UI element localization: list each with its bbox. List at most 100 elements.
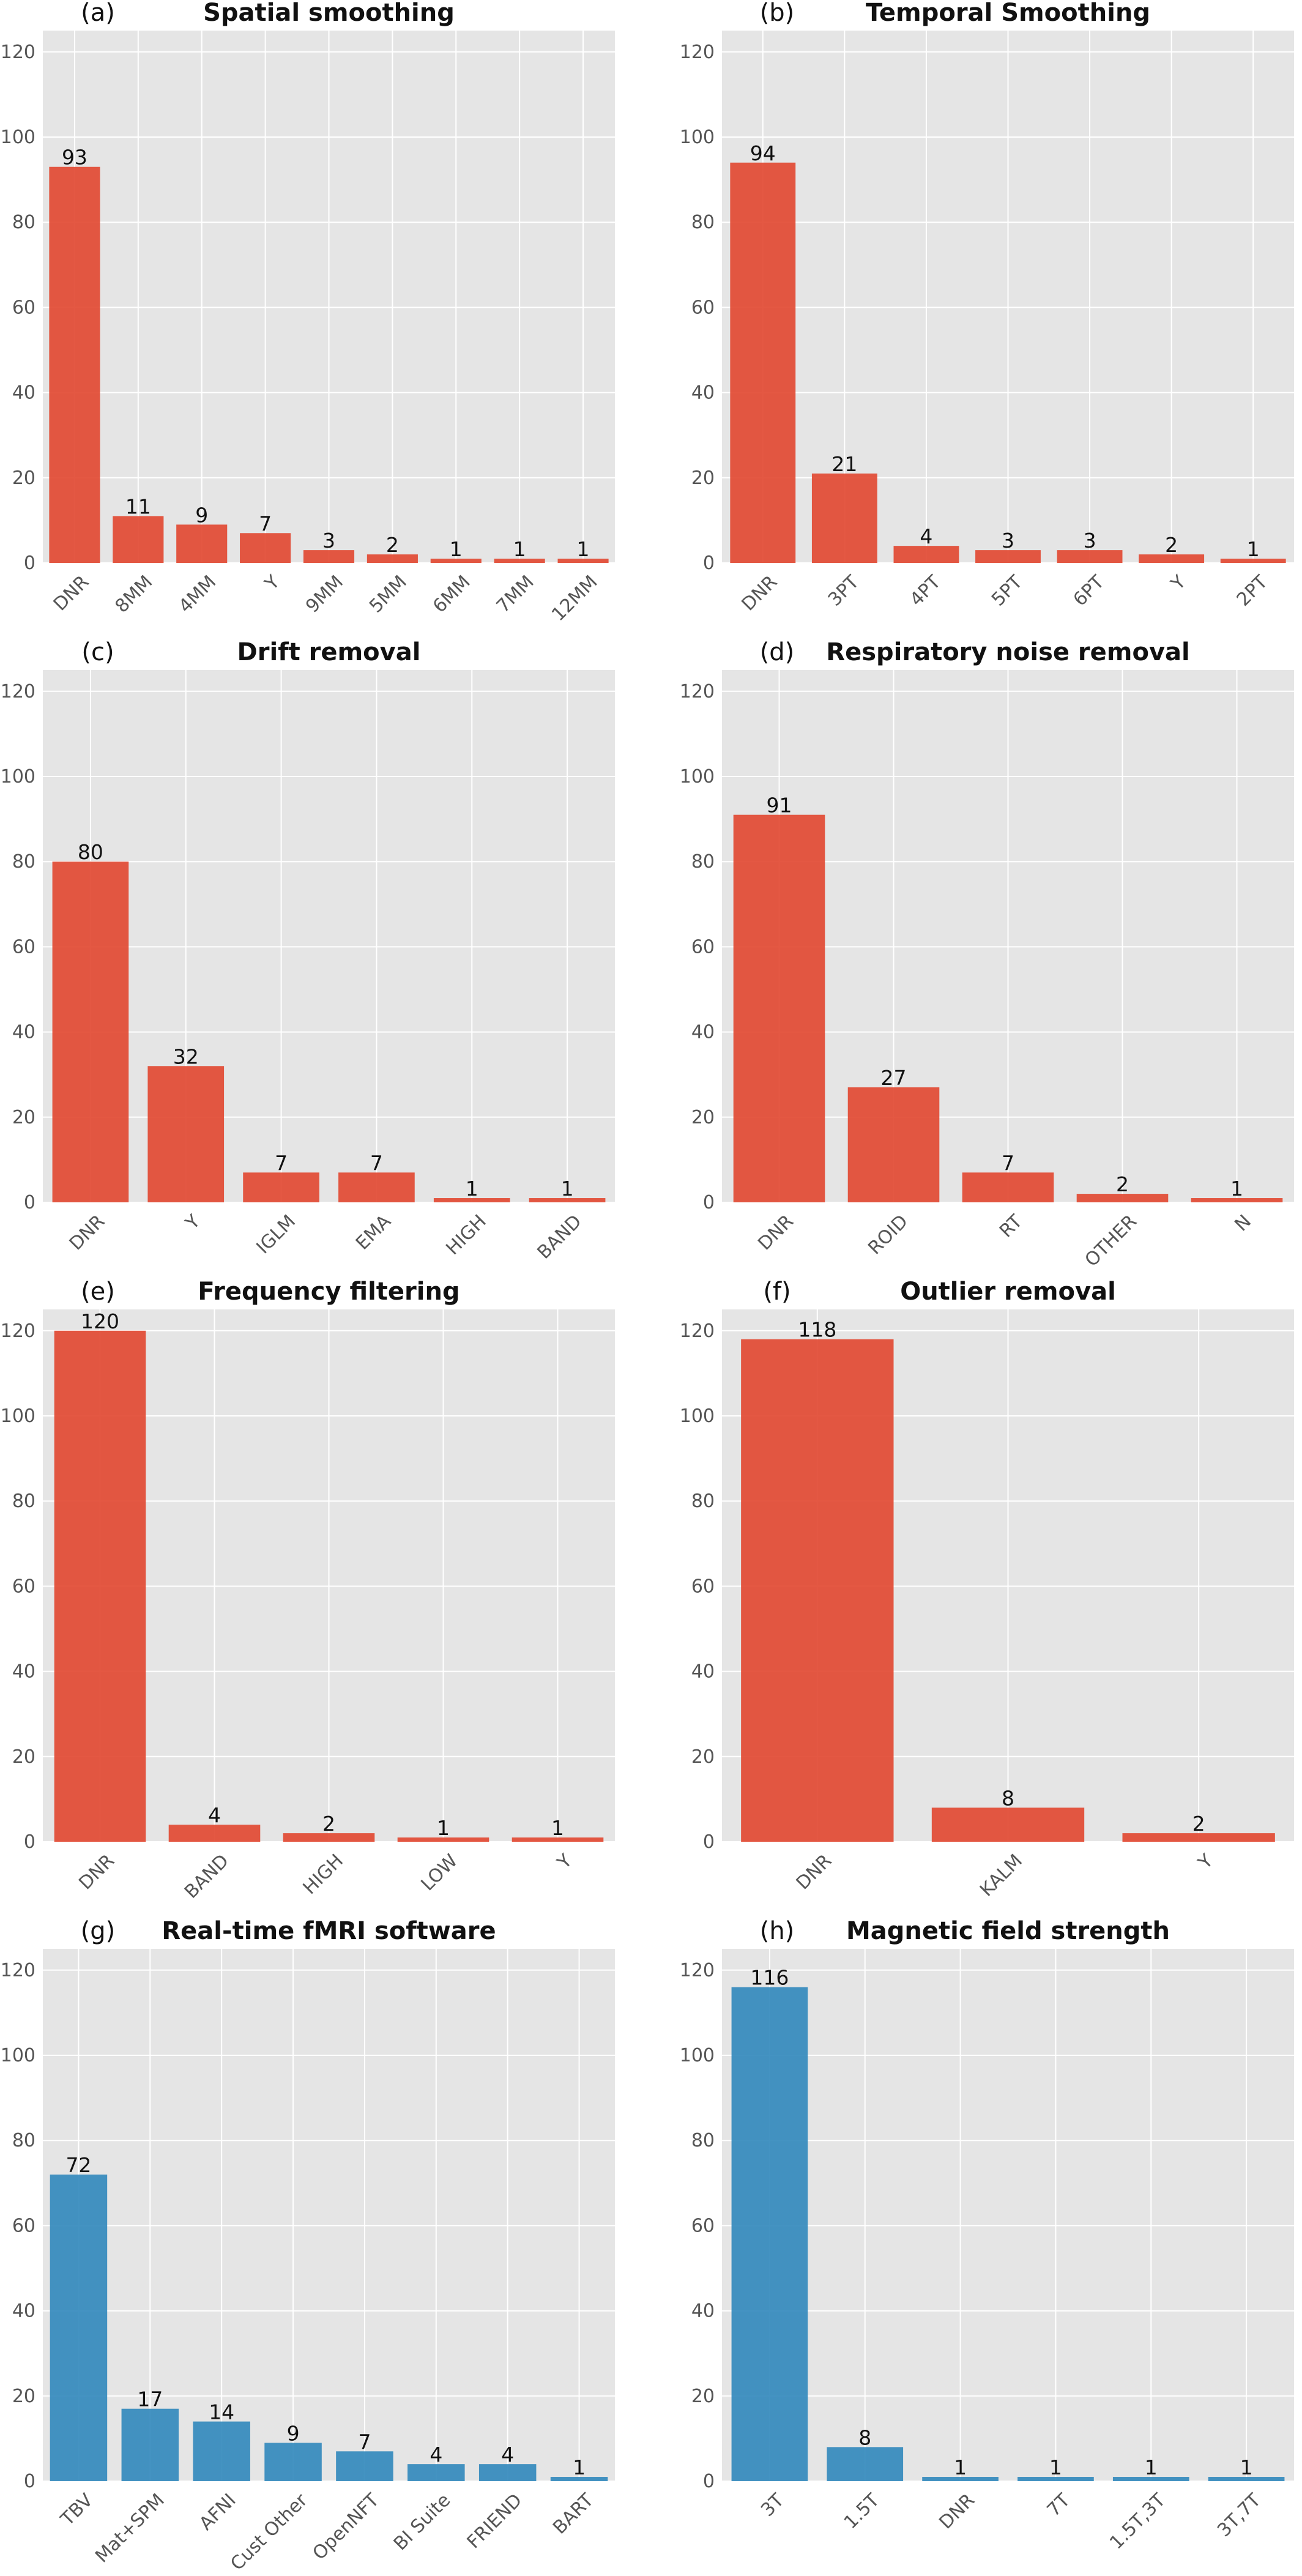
y-tick-label: 80 [691,1491,715,1512]
chart-title: Respiratory noise removal [826,638,1189,666]
bar [975,550,1041,563]
y-tick-label: 80 [691,2130,715,2151]
y-tick-label: 80 [691,851,715,873]
bar-value-label: 7 [275,1151,288,1175]
y-tick-label: 60 [12,1576,35,1597]
bar-value-label: 91 [767,794,792,817]
y-tick-label: 40 [12,1022,35,1043]
bar-value-label: 32 [173,1044,199,1068]
bar-value-label: 7 [1002,1151,1014,1175]
bar [433,1198,510,1202]
y-tick-label: 60 [12,2215,35,2236]
bar [1191,1198,1283,1202]
bar [407,2464,465,2481]
bar-value-label: 1 [1145,2455,1158,2479]
panel-label: (h) [760,1917,795,1945]
bar-value-label: 17 [137,2388,163,2411]
bar-value-label: 1 [573,2455,586,2479]
y-tick-label: 20 [691,1746,715,1768]
bar-value-label: 2 [1116,1172,1129,1196]
y-tick-label: 100 [1,1405,35,1427]
chart-title: Magnetic field strength [846,1917,1170,1945]
bar [550,2477,608,2481]
y-tick-label: 40 [691,382,715,404]
bar-value-label: 7 [358,2430,371,2454]
bar [176,524,228,563]
bar-value-label: 27 [881,1066,907,1090]
bar-value-label: 8 [858,2425,871,2449]
bar [494,559,545,563]
y-tick-label: 40 [691,2301,715,2322]
bar-value-label: 14 [209,2400,234,2424]
y-tick-label: 0 [703,1192,715,1213]
chart-title: Outlier removal [900,1278,1116,1306]
y-tick-label: 0 [703,1831,715,1853]
y-tick-label: 60 [691,1576,715,1597]
bar-value-label: 7 [259,512,272,535]
y-tick-label: 20 [691,2386,715,2407]
bar [147,1066,225,1202]
y-tick-label: 120 [1,681,35,702]
y-tick-label: 60 [691,297,715,318]
bar-value-label: 93 [62,146,87,169]
bar-value-label: 72 [65,2153,91,2177]
y-tick-label: 0 [24,553,35,574]
bar [893,546,959,563]
plot-background [43,670,615,1202]
bar [931,1807,1085,1842]
bar [113,516,164,563]
y-tick-label: 20 [691,467,715,489]
bar [529,1198,606,1202]
bar-value-label: 4 [920,524,932,548]
panel-label: (a) [81,0,115,27]
bar [847,1087,940,1202]
chart-title: Real-time fMRI software [162,1917,496,1945]
bar-value-label: 116 [750,1966,789,1990]
x-tick-label: 3T,7T [1213,2489,1265,2541]
bar-value-label: 9 [195,503,208,527]
plot-background [722,1949,1294,2481]
y-tick-label: 80 [12,2130,35,2151]
bar [303,550,355,563]
chart-title: Frequency filtering [198,1278,459,1306]
bar [1220,559,1286,563]
panel-label: (d) [760,638,795,666]
y-tick-label: 60 [691,936,715,958]
bar [1017,2477,1094,2481]
y-tick-label: 0 [24,2471,35,2492]
y-tick-label: 40 [691,1022,715,1043]
y-tick-label: 80 [12,212,35,233]
bar [741,1339,894,1842]
y-tick-label: 120 [680,1960,715,1981]
panel-label: (c) [81,638,114,666]
bar-value-label: 7 [370,1151,383,1175]
y-tick-label: 100 [1,766,35,787]
bar-value-label: 2 [1165,533,1178,557]
bar-value-label: 1 [1049,2455,1062,2479]
bar [1122,1833,1275,1842]
bar [557,559,609,563]
bar [962,1172,1054,1202]
y-tick-label: 100 [680,127,715,148]
y-tick-label: 120 [680,681,715,702]
y-tick-label: 20 [12,467,35,489]
y-tick-label: 100 [680,1405,715,1427]
y-tick-label: 100 [680,766,715,787]
y-tick-label: 120 [1,42,35,63]
bar [730,162,796,563]
bar [193,2421,250,2481]
x-tick-label: 1.5T [840,2489,884,2533]
x-tick-label: DNR [935,2490,979,2534]
y-tick-label: 40 [691,1661,715,1683]
bar [430,559,482,563]
bar-value-label: 1 [561,1177,574,1201]
y-tick-label: 40 [12,382,35,404]
panel-label: (f) [763,1278,790,1306]
bar-value-label: 1 [1247,537,1260,561]
